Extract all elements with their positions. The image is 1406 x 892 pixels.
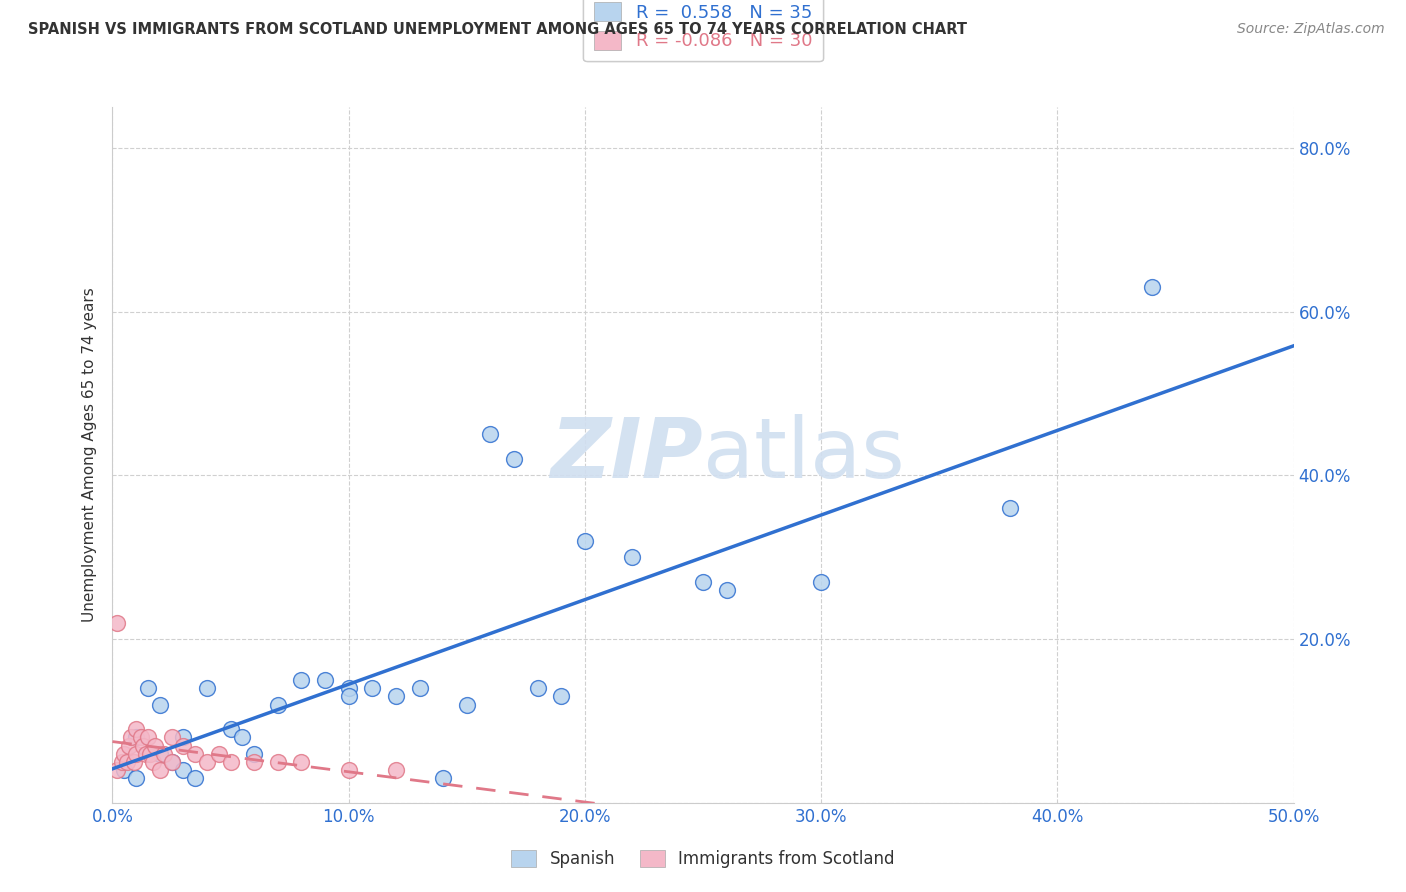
Point	[120, 731, 142, 745]
Point	[149, 698, 172, 712]
Point	[337, 763, 360, 777]
Point	[184, 747, 207, 761]
Point	[160, 755, 183, 769]
Point	[408, 681, 430, 696]
Point	[692, 574, 714, 589]
Point	[129, 731, 152, 745]
Point	[122, 755, 145, 769]
Point	[503, 452, 526, 467]
Point	[243, 755, 266, 769]
Point	[195, 755, 218, 769]
Text: atlas: atlas	[703, 415, 904, 495]
Point	[243, 747, 266, 761]
Point	[125, 722, 148, 736]
Text: Source: ZipAtlas.com: Source: ZipAtlas.com	[1237, 22, 1385, 37]
Point	[290, 755, 312, 769]
Point	[160, 755, 183, 769]
Point	[574, 533, 596, 548]
Point	[219, 722, 242, 736]
Point	[1140, 280, 1163, 294]
Point	[139, 747, 162, 761]
Point	[998, 501, 1021, 516]
Point	[184, 771, 207, 785]
Point	[290, 673, 312, 687]
Point	[118, 739, 141, 753]
Point	[125, 771, 148, 785]
Point	[432, 771, 454, 785]
Point	[810, 574, 832, 589]
Point	[231, 731, 253, 745]
Point	[716, 582, 738, 597]
Text: SPANISH VS IMMIGRANTS FROM SCOTLAND UNEMPLOYMENT AMONG AGES 65 TO 74 YEARS CORRE: SPANISH VS IMMIGRANTS FROM SCOTLAND UNEM…	[28, 22, 967, 37]
Point	[195, 681, 218, 696]
Point	[112, 747, 135, 761]
Y-axis label: Unemployment Among Ages 65 to 74 years: Unemployment Among Ages 65 to 74 years	[82, 287, 97, 623]
Point	[105, 763, 128, 777]
Legend: R =  0.558   N = 35, R = -0.086   N = 30: R = 0.558 N = 35, R = -0.086 N = 30	[583, 0, 823, 62]
Point	[143, 739, 166, 753]
Legend: Spanish, Immigrants from Scotland: Spanish, Immigrants from Scotland	[505, 843, 901, 875]
Point	[125, 747, 148, 761]
Point	[142, 755, 165, 769]
Point	[361, 681, 384, 696]
Point	[112, 763, 135, 777]
Point	[456, 698, 478, 712]
Point	[172, 763, 194, 777]
Point	[337, 690, 360, 704]
Point	[149, 747, 172, 761]
Point	[115, 755, 138, 769]
Text: ZIP: ZIP	[550, 415, 703, 495]
Point	[337, 681, 360, 696]
Point	[267, 698, 290, 712]
Point	[136, 731, 159, 745]
Point	[208, 747, 231, 761]
Point	[385, 763, 408, 777]
Point	[125, 731, 148, 745]
Point	[172, 731, 194, 745]
Point	[267, 755, 290, 769]
Point	[135, 747, 157, 761]
Point	[219, 755, 242, 769]
Point	[621, 550, 644, 565]
Point	[111, 755, 134, 769]
Point	[136, 681, 159, 696]
Point	[526, 681, 548, 696]
Point	[132, 739, 155, 753]
Point	[172, 739, 194, 753]
Point	[153, 747, 176, 761]
Point	[314, 673, 336, 687]
Point	[385, 690, 408, 704]
Point	[105, 615, 128, 630]
Point	[160, 731, 183, 745]
Point	[550, 690, 572, 704]
Point	[479, 427, 502, 442]
Point	[149, 763, 172, 777]
